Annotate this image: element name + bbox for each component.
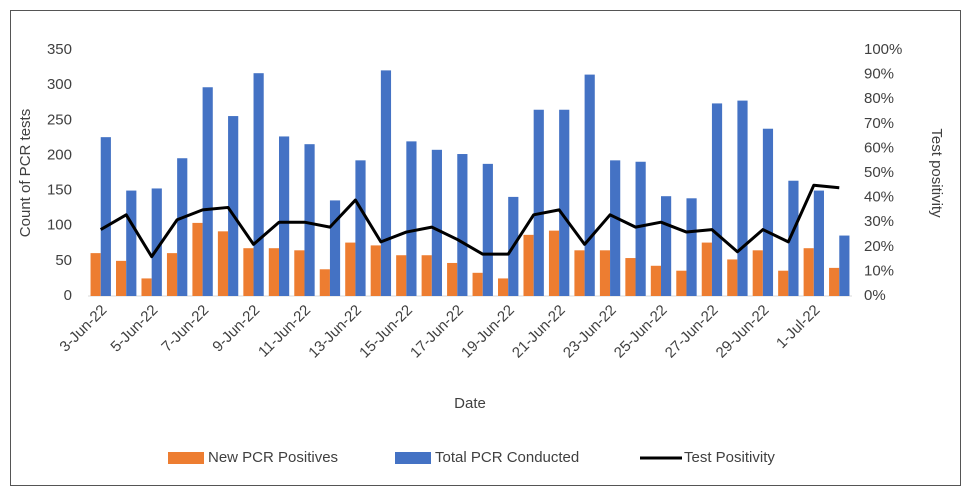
y-tick-label: 250 — [47, 111, 72, 128]
bar — [100, 137, 111, 296]
y2-tick-label: 40% — [864, 189, 894, 206]
bar — [319, 269, 330, 296]
bar — [548, 230, 560, 296]
bar — [676, 270, 687, 296]
bar — [650, 265, 661, 296]
y2-tick-label: 50% — [864, 164, 894, 181]
y2-tick-label: 80% — [864, 90, 894, 107]
bar — [253, 73, 264, 297]
y-tick-label: 100 — [47, 217, 72, 234]
bar — [788, 180, 799, 296]
bar — [90, 253, 101, 296]
bar — [457, 154, 468, 296]
y2-tick-label: 90% — [864, 66, 894, 83]
bar — [610, 160, 621, 296]
y2-axis-title: Test positivity — [928, 128, 945, 218]
y-tick-label: 50 — [55, 252, 72, 269]
bar — [523, 234, 534, 296]
bar — [421, 255, 432, 296]
line-series — [99, 183, 840, 259]
bar — [116, 260, 127, 296]
bar — [661, 196, 672, 296]
bar — [533, 109, 544, 296]
bar — [279, 136, 290, 296]
x-axis-title: Date — [454, 395, 486, 412]
bar — [727, 259, 738, 296]
y-tick-label: 350 — [47, 41, 72, 58]
bar — [599, 250, 611, 296]
bar — [166, 253, 178, 296]
y2-tick-label: 60% — [864, 139, 894, 156]
bar — [839, 235, 850, 296]
bar — [202, 87, 213, 296]
bar — [217, 231, 229, 296]
bar — [625, 258, 636, 296]
legend-label: New PCR Positives — [208, 449, 338, 466]
bar — [294, 250, 305, 296]
bar — [813, 190, 824, 296]
bar — [304, 144, 315, 296]
bar — [228, 116, 239, 296]
bar — [498, 278, 509, 296]
bar — [141, 278, 152, 296]
bar — [192, 222, 203, 296]
legend-swatch — [168, 452, 204, 464]
bar — [355, 160, 366, 296]
bar — [431, 149, 442, 296]
bar — [803, 248, 814, 296]
bar — [177, 158, 188, 296]
bar — [762, 128, 774, 296]
bar — [243, 248, 254, 296]
y2-tick-label: 70% — [864, 115, 894, 132]
bar — [406, 141, 417, 296]
bar — [268, 248, 279, 296]
bar — [126, 190, 137, 296]
bar — [559, 109, 570, 296]
y2-tick-label: 30% — [864, 213, 894, 230]
y2-tick-label: 20% — [864, 238, 894, 255]
legend-label: Total PCR Conducted — [435, 449, 579, 466]
y-tick-label: 0 — [64, 287, 72, 304]
bar — [151, 188, 162, 296]
bar — [737, 100, 748, 296]
bar — [635, 161, 646, 296]
bar — [396, 255, 407, 296]
bar — [370, 245, 381, 296]
y-tick-label: 300 — [47, 76, 72, 93]
bar — [574, 250, 585, 296]
y-axis-title: Count of PCR tests — [17, 109, 34, 237]
bar — [829, 267, 840, 296]
legend-swatch — [395, 452, 431, 464]
bar — [778, 270, 789, 296]
bar — [345, 242, 356, 296]
bar — [752, 250, 763, 296]
bar — [447, 262, 458, 296]
y2-tick-label: 0% — [864, 287, 886, 304]
bar — [701, 242, 712, 296]
y-tick-label: 150 — [47, 182, 72, 199]
legend-label: Test Positivity — [684, 449, 775, 466]
bar — [686, 198, 697, 296]
bar — [584, 74, 595, 296]
y-tick-label: 200 — [47, 146, 72, 163]
bar — [482, 163, 493, 296]
bar — [472, 272, 483, 296]
bar — [380, 70, 392, 296]
y2-tick-label: 10% — [864, 262, 894, 279]
y2-tick-label: 100% — [864, 41, 902, 58]
bar — [329, 200, 341, 296]
bar — [711, 103, 723, 296]
